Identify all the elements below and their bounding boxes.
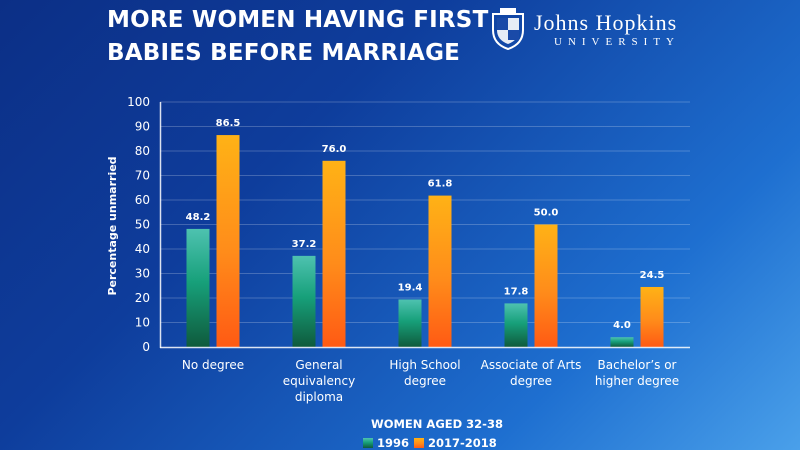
legend-swatch-1996 bbox=[363, 438, 373, 448]
y-tick-label: 50 bbox=[135, 218, 150, 232]
category-label-line: higher degree bbox=[595, 374, 679, 388]
data-label: 4.0 bbox=[613, 320, 631, 331]
data-label: 61.8 bbox=[428, 179, 453, 190]
chart-title: MORE WOMEN HAVING FIRST BABIES BEFORE MA… bbox=[107, 4, 527, 70]
y-axis-title: Percentage unmarried bbox=[106, 156, 119, 295]
y-tick-label: 10 bbox=[135, 316, 150, 330]
data-label: 37.2 bbox=[292, 239, 317, 250]
y-tick-label: 70 bbox=[135, 169, 150, 183]
university-subtitle: UNIVERSITY bbox=[554, 36, 680, 48]
data-label: 24.5 bbox=[640, 270, 665, 281]
category-label-line: General bbox=[295, 358, 342, 372]
bars bbox=[186, 135, 664, 347]
bar-2017-2018-3 bbox=[534, 224, 558, 347]
x-axis-categories: No degree General equivalency diploma High S… bbox=[182, 358, 679, 404]
data-labels: 48.2 37.2 19.4 17.8 4.0 86.5 76.0 61.8 50.0 24.5 bbox=[186, 118, 665, 331]
y-tick-label: 90 bbox=[135, 120, 150, 134]
data-label: 17.8 bbox=[504, 286, 529, 297]
bar-1996-4 bbox=[610, 337, 634, 347]
category-label: General equivalency diploma bbox=[283, 358, 355, 404]
x-axis-title: WOMEN AGED 32-38 bbox=[371, 417, 503, 431]
bar-1996-0 bbox=[186, 228, 210, 347]
legend-label-2017-2018: 2017-2018 bbox=[428, 436, 497, 450]
data-label: 50.0 bbox=[534, 208, 559, 219]
category-label: High School degree bbox=[389, 358, 460, 388]
y-tick-label: 0 bbox=[142, 340, 150, 354]
university-seal-icon bbox=[492, 8, 524, 50]
category-label-line: diploma bbox=[295, 390, 343, 404]
bar-2017-2018-2 bbox=[428, 195, 452, 347]
legend-label-1996: 1996 bbox=[377, 436, 409, 450]
bar-2017-2018-1 bbox=[322, 160, 346, 347]
y-tick-label: 60 bbox=[135, 193, 150, 207]
data-label: 48.2 bbox=[186, 212, 211, 223]
category-label-line: No degree bbox=[182, 358, 244, 372]
data-label: 19.4 bbox=[398, 282, 423, 293]
legend-swatch-2017-2018 bbox=[414, 438, 424, 448]
university-name: Johns Hopkins bbox=[534, 10, 678, 35]
category-label: Bachelor’s or higher degree bbox=[595, 358, 679, 388]
bar-2017-2018-0 bbox=[216, 135, 240, 347]
category-label-line: degree bbox=[510, 374, 552, 388]
y-tick-label: 20 bbox=[135, 291, 150, 305]
bar-2017-2018-4 bbox=[640, 286, 664, 347]
bar-1996-3 bbox=[504, 303, 528, 347]
legend: 1996 2017-2018 bbox=[363, 436, 497, 450]
data-label: 86.5 bbox=[216, 118, 241, 129]
y-tick-label: 100 bbox=[127, 95, 150, 109]
category-label: Associate of Arts degree bbox=[481, 358, 582, 388]
category-label-line: degree bbox=[404, 374, 446, 388]
chart-title-line-2: BABIES BEFORE MARRIAGE bbox=[107, 40, 461, 66]
category-label-line: Bachelor’s or bbox=[598, 358, 677, 372]
category-label-line: High School bbox=[389, 358, 460, 372]
category-label: No degree bbox=[182, 358, 244, 372]
y-axis-ticks: 0 10 20 30 40 50 60 70 80 90 100 bbox=[127, 95, 150, 354]
category-label-line: equivalency bbox=[283, 374, 355, 388]
y-tick-label: 40 bbox=[135, 242, 150, 256]
y-tick-label: 80 bbox=[135, 144, 150, 158]
bar-1996-1 bbox=[292, 255, 316, 347]
university-logo: Johns Hopkins UNIVERSITY bbox=[488, 6, 688, 56]
chart-title-line-1: MORE WOMEN HAVING FIRST bbox=[107, 7, 489, 33]
category-label-line: Associate of Arts bbox=[481, 358, 582, 372]
gridlines bbox=[160, 101, 690, 323]
y-tick-label: 30 bbox=[135, 267, 150, 281]
data-label: 76.0 bbox=[322, 144, 347, 155]
bar-1996-2 bbox=[398, 299, 422, 347]
